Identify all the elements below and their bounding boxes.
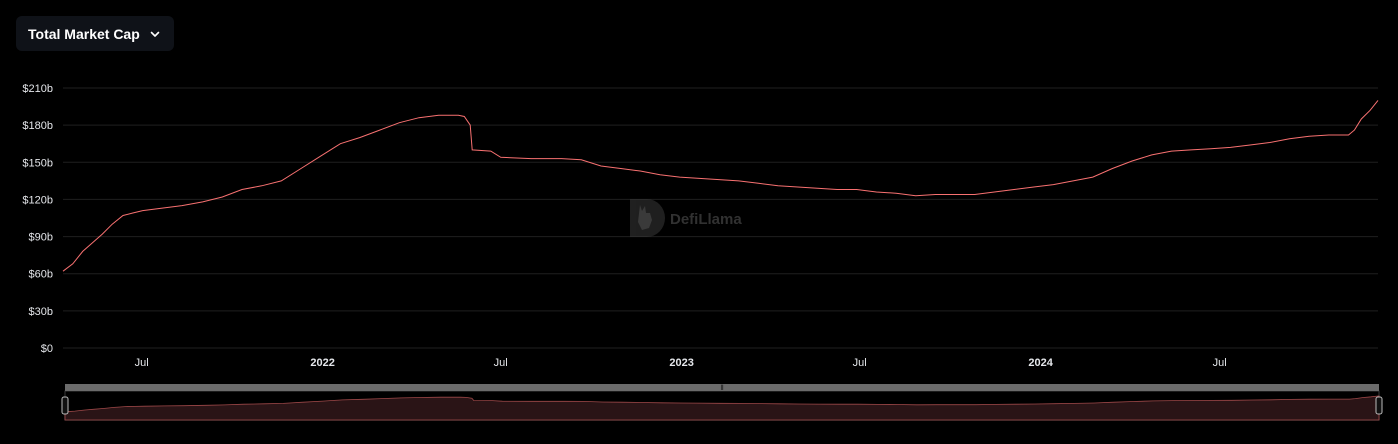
watermark: DefiLlama (630, 199, 742, 237)
y-tick-label: $210b (22, 83, 53, 95)
chevron-down-icon (150, 29, 160, 39)
x-axis: Jul 2022 Jul 2023 Jul 2024 Jul (135, 357, 1227, 369)
y-tick-label: $120b (22, 194, 53, 206)
y-tick-label: $90b (29, 232, 53, 244)
x-tick-label: 2022 (310, 357, 334, 369)
zoom-area (64, 395, 1380, 421)
llama-logo-icon (630, 199, 665, 237)
x-tick-label: Jul (494, 357, 508, 369)
y-tick-label: $180b (22, 120, 53, 132)
zoom-drag-grip[interactable]: ⦀ (720, 384, 723, 392)
y-tick-label: $60b (29, 269, 53, 281)
x-tick-label: 2023 (669, 357, 693, 369)
x-tick-label: 2024 (1028, 357, 1053, 369)
zoom-slider[interactable]: ⦀ (61, 384, 1383, 421)
metric-dropdown[interactable]: Total Market Cap (16, 16, 174, 51)
x-tick-label: Jul (1213, 357, 1227, 369)
grid-lines (63, 87, 1378, 349)
x-tick-label: Jul (853, 357, 867, 369)
y-axis: $0 $30b $60b $90b $120b $150b $180b $210b (22, 83, 53, 355)
metric-dropdown-label: Total Market Cap (28, 25, 140, 42)
zoom-top-bar[interactable] (65, 384, 1379, 391)
zoom-handle-right[interactable] (1375, 396, 1383, 415)
y-tick-label: $0 (41, 343, 53, 355)
zoom-handle-left[interactable] (61, 396, 69, 415)
y-tick-label: $150b (22, 157, 53, 169)
x-tick-label: Jul (135, 357, 149, 369)
watermark-text: DefiLlama (670, 211, 742, 228)
y-tick-label: $30b (29, 306, 53, 318)
series-line (62, 100, 1379, 272)
